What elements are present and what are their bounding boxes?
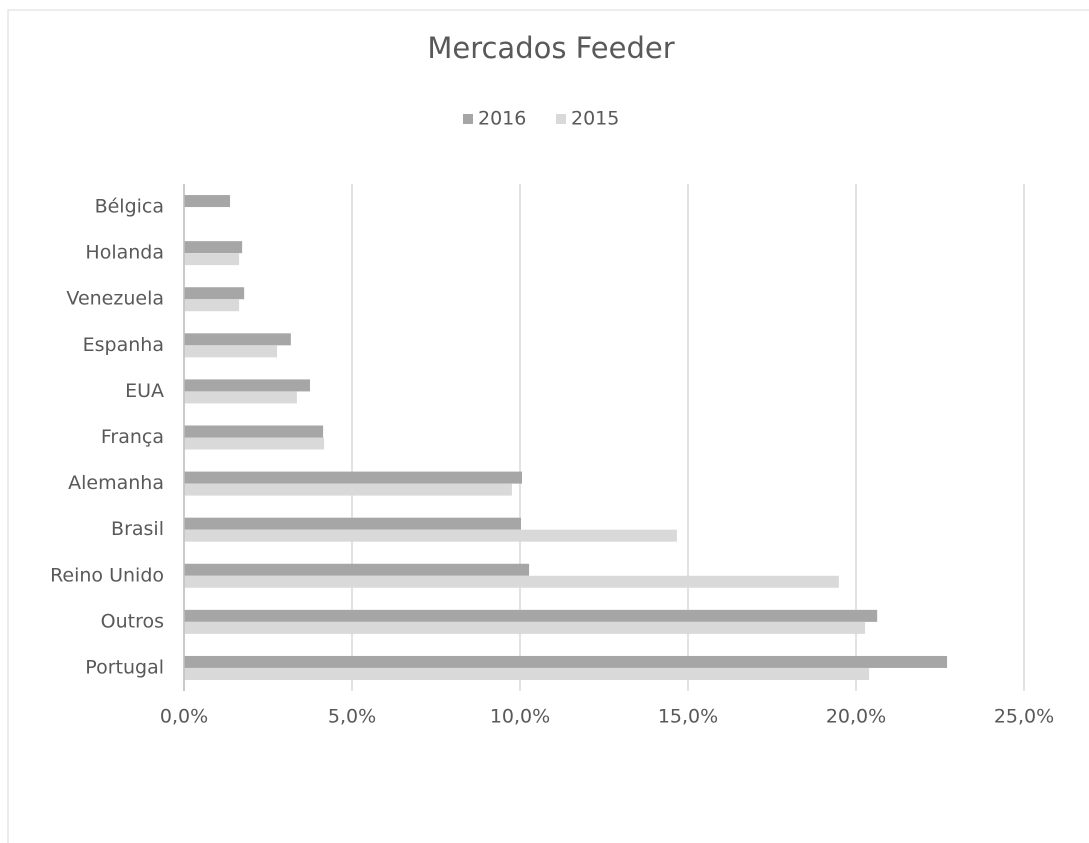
x-tick-label: 5,0%: [328, 706, 376, 728]
y-tick-label: Portugal: [85, 656, 164, 678]
bar: [184, 563, 530, 576]
y-tick-label: Bélgica: [95, 196, 164, 218]
chart-title: Mercados Feeder: [427, 31, 674, 65]
bar: [184, 621, 866, 634]
bar: [184, 379, 310, 392]
bar: [184, 529, 677, 542]
y-tick-label: Holanda: [85, 242, 164, 264]
bar: [184, 333, 291, 346]
legend-swatch: [556, 114, 566, 124]
bar: [184, 241, 243, 254]
x-tick-label: 10,0%: [490, 706, 550, 728]
bar: [184, 471, 523, 484]
x-tick-label: 15,0%: [658, 706, 718, 728]
bar: [184, 299, 240, 312]
bar: [184, 575, 839, 588]
y-tick-label: EUA: [125, 380, 164, 402]
x-tick-label: 0,0%: [160, 706, 208, 728]
bar: [184, 345, 278, 358]
legend-label: 2015: [571, 108, 619, 130]
y-tick-label: França: [101, 426, 164, 448]
y-tick-label: Reino Unido: [50, 564, 164, 586]
bar: [184, 655, 948, 668]
y-tick-label: Venezuela: [66, 288, 164, 310]
bar: [184, 437, 325, 450]
chart-border: [7, 9, 1089, 843]
x-tick-label: 25,0%: [994, 706, 1054, 728]
bar: [184, 425, 324, 438]
y-tick-label: Brasil: [111, 518, 164, 540]
y-tick-label: Espanha: [83, 334, 164, 356]
bar: [184, 195, 231, 208]
y-tick-label: Alemanha: [68, 472, 164, 494]
legend-swatch: [463, 114, 473, 124]
bar: [184, 483, 512, 496]
bar: [184, 517, 522, 530]
bar: [184, 667, 870, 680]
bar: [184, 391, 297, 404]
y-tick-label: Outros: [101, 610, 164, 632]
x-tick-label: 20,0%: [826, 706, 886, 728]
legend-label: 2016: [478, 108, 526, 130]
bar: [184, 609, 878, 622]
bar: [184, 253, 240, 266]
bar: [184, 287, 245, 300]
